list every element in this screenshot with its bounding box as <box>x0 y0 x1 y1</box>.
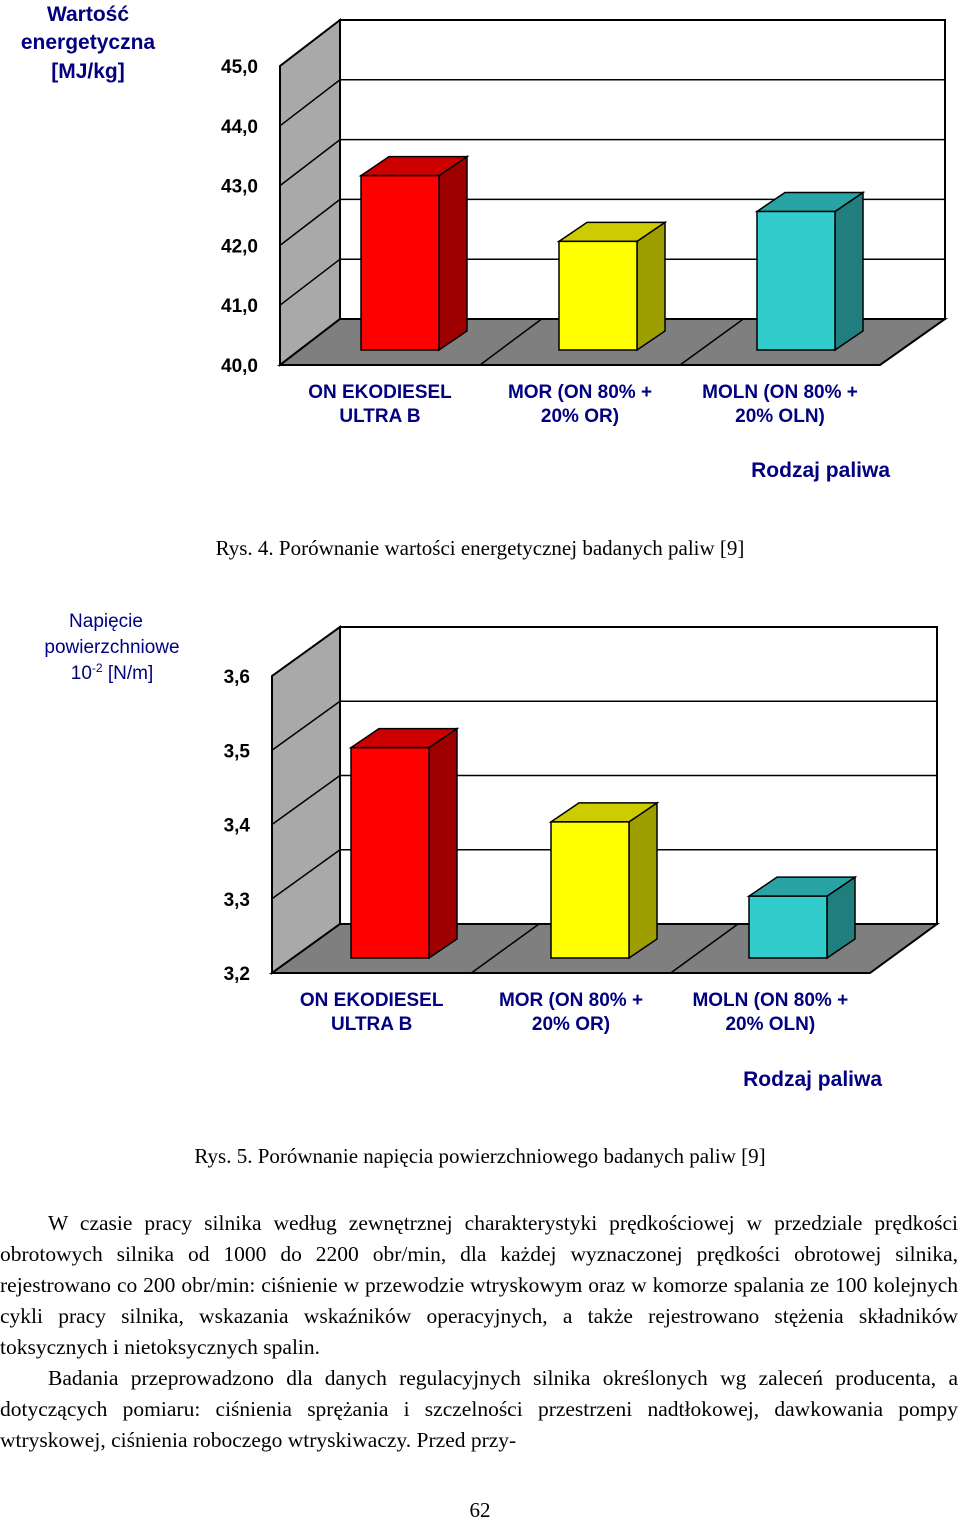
gridline <box>279 79 945 127</box>
floor-divider <box>479 318 543 366</box>
gridline <box>271 626 937 677</box>
x-axis-title: Rodzaj paliwa <box>743 1068 882 1091</box>
bar <box>754 191 866 352</box>
bars <box>358 155 866 352</box>
bar-front <box>748 895 828 959</box>
gridline <box>279 198 945 246</box>
category-label: 20% OLN) <box>735 406 825 427</box>
energy-value-chart: Wartość energetyczna [MJ/kg] 40,0 41,0 42,… <box>21 3 949 482</box>
y-tick-label: 40,0 <box>221 356 258 377</box>
y-axis-ticks: 40,0 41,0 42,0 43,0 44,0 45,0 <box>221 57 258 377</box>
category-label: MOR (ON 80% + <box>499 990 643 1011</box>
y-axis-title-line-1: Wartość <box>47 3 129 26</box>
category-label: 20% OR) <box>532 1014 610 1035</box>
y-axis-title-line-2: powierzchniowe <box>44 637 179 658</box>
body-text: W czasie pracy silnika według zewnętrzne… <box>0 1208 958 1456</box>
bar-side <box>428 727 458 960</box>
bar-front <box>756 210 836 351</box>
bar <box>548 801 660 960</box>
y-axis-title-line-3: 10-2 [N/m] <box>71 661 153 684</box>
y-tick-label: 42,0 <box>221 236 258 257</box>
y-axis-ticks: 3,2 3,3 3,4 3,5 3,6 <box>224 667 251 985</box>
gridline <box>279 258 945 306</box>
y-tick-label: 3,4 <box>224 816 251 837</box>
category-label: 20% OR) <box>541 406 619 427</box>
category-label: MOR (ON 80% + <box>508 382 652 403</box>
paragraph-1: W czasie pracy silnika według zewnętrzne… <box>0 1211 958 1359</box>
y-tick-label: 45,0 <box>221 57 258 78</box>
floor-divider <box>470 923 540 974</box>
y-tick-label: 3,3 <box>224 890 250 911</box>
bar <box>556 220 668 352</box>
bar-side <box>628 801 658 960</box>
y-tick-label: 3,5 <box>224 741 251 762</box>
gridline <box>271 774 937 826</box>
floor-divider <box>679 318 744 366</box>
side-wall <box>279 17 341 368</box>
category-label: 20% OLN) <box>725 1014 815 1035</box>
figure-caption-4: Rys. 4. Porównanie wartości energetyczne… <box>215 536 745 560</box>
bar-side <box>636 220 666 352</box>
figure-caption-5: Rys. 5. Porównanie napięcia powierzchnio… <box>194 1144 766 1168</box>
bars <box>348 727 858 960</box>
gridline <box>279 19 945 67</box>
bar <box>358 155 470 352</box>
gridline <box>271 700 937 751</box>
category-labels: ON EKODIESEL ULTRA B MOR (ON 80% + 20% OR) M… <box>308 382 858 427</box>
y-axis-title-line-1: Napięcie <box>69 611 143 632</box>
bar <box>348 727 460 960</box>
category-label: ULTRA B <box>339 406 420 427</box>
bar-front <box>558 240 638 351</box>
category-label: MOLN (ON 80% + <box>702 382 858 403</box>
category-label: ULTRA B <box>331 1014 412 1035</box>
category-label: ON EKODIESEL <box>308 382 452 403</box>
y-tick-label: 3,6 <box>224 667 250 688</box>
bar-front <box>550 821 630 959</box>
gridline <box>271 849 937 900</box>
floor-divider <box>670 923 739 974</box>
y-axis-title-line-2: energetyczna <box>21 31 156 54</box>
y-tick-label: 41,0 <box>221 296 258 317</box>
gridline <box>279 138 945 187</box>
category-label: MOLN (ON 80% + <box>692 990 848 1011</box>
y-tick-label: 3,2 <box>224 964 250 985</box>
y-axis-title-line-3: [MJ/kg] <box>51 60 125 83</box>
surface-tension-chart: Napięcie powierzchniowe 10-2 [N/m] 3,23,… <box>44 611 941 1091</box>
bar <box>746 875 858 960</box>
category-label: ON EKODIESEL <box>300 990 444 1011</box>
bar-front <box>360 174 440 351</box>
bar-side <box>438 155 468 352</box>
y-tick-label: 44,0 <box>221 117 258 138</box>
bar-side <box>834 191 864 352</box>
category-labels: ON EKODIESEL ULTRA B MOR (ON 80% + 20% OR) M… <box>300 990 848 1035</box>
page-number: 62 <box>469 1498 491 1522</box>
paragraph-2: Badania przeprowadzono dla danych regula… <box>0 1366 958 1452</box>
bar-front <box>350 746 430 959</box>
y-tick-label: 43,0 <box>221 177 258 198</box>
x-axis-title: Rodzaj paliwa <box>751 459 890 482</box>
